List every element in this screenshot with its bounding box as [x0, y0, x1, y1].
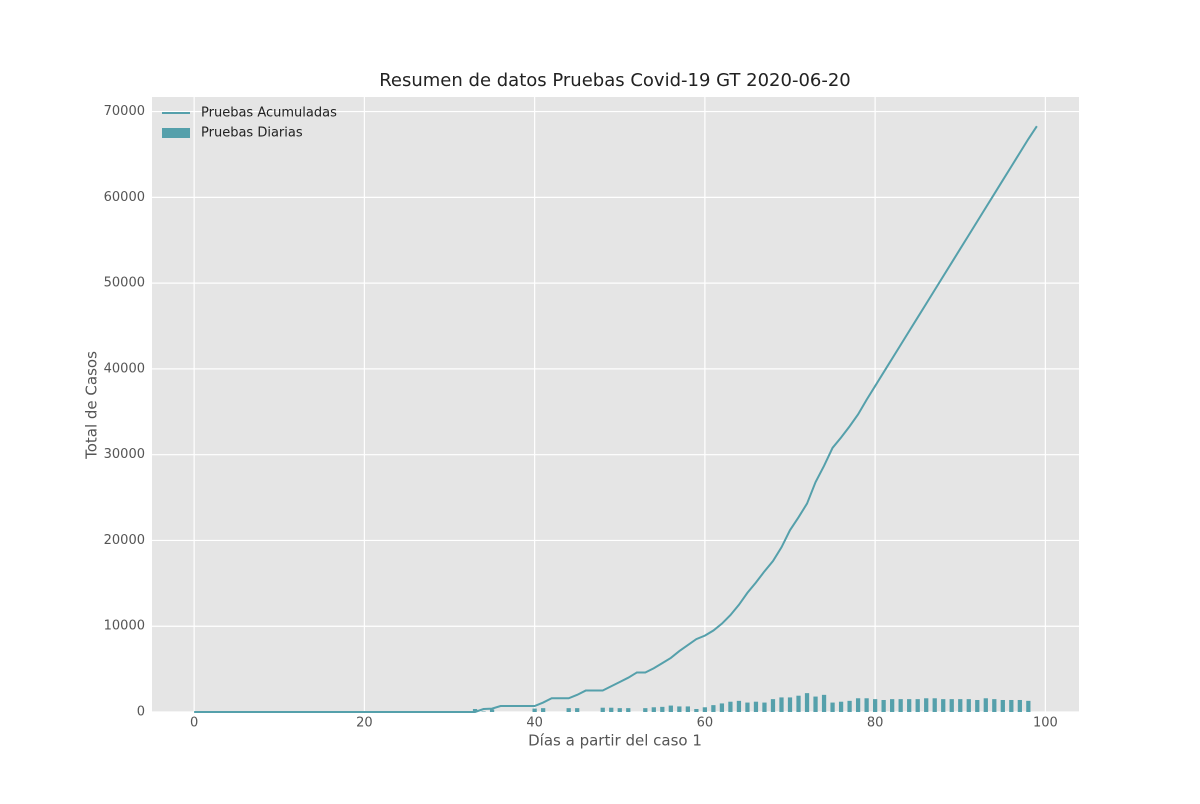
bar — [975, 700, 979, 712]
bar — [575, 708, 579, 712]
bar — [992, 699, 996, 712]
bar — [490, 709, 494, 712]
y-tick-label: 0 — [137, 705, 145, 720]
y-tick-label: 10000 — [104, 619, 145, 634]
bar — [864, 698, 868, 712]
bar — [567, 708, 571, 712]
x-tick-label: 0 — [190, 716, 198, 731]
bar — [950, 699, 954, 712]
bar — [805, 693, 809, 712]
bar — [1009, 700, 1013, 712]
legend-label: Pruebas Acumuladas — [201, 106, 337, 121]
bar — [703, 707, 707, 712]
bar — [626, 708, 630, 712]
bar — [762, 703, 766, 712]
x-axis-label: Días a partir del caso 1 — [528, 732, 702, 750]
x-tick-label: 40 — [526, 716, 543, 731]
y-tick-label: 70000 — [104, 104, 145, 119]
bar — [609, 708, 613, 712]
bar — [1018, 700, 1022, 712]
chart-title: Resumen de datos Pruebas Covid-19 GT 202… — [379, 70, 851, 91]
bar — [694, 709, 698, 712]
bar — [601, 708, 605, 712]
plot-area — [152, 97, 1079, 712]
legend-label: Pruebas Diarias — [201, 126, 303, 141]
bar — [618, 708, 622, 712]
bar — [1026, 701, 1030, 712]
bar — [873, 699, 877, 712]
bar — [839, 702, 843, 712]
bar — [686, 706, 690, 712]
y-tick-label: 30000 — [104, 447, 145, 462]
bar — [830, 703, 834, 712]
bar — [711, 705, 715, 712]
bar — [856, 698, 860, 712]
bar — [728, 702, 732, 712]
bar — [813, 697, 817, 712]
bar — [899, 699, 903, 712]
bar — [847, 701, 851, 712]
y-tick-label: 40000 — [104, 361, 145, 376]
bar — [941, 699, 945, 712]
x-tick-label: 20 — [356, 716, 373, 731]
bar — [737, 701, 741, 712]
x-tick-label: 60 — [697, 716, 714, 731]
x-tick-label: 100 — [1033, 716, 1058, 731]
bar — [796, 696, 800, 712]
bar — [677, 706, 681, 712]
bar — [890, 699, 894, 712]
y-tick-label: 50000 — [104, 276, 145, 291]
bar — [916, 699, 920, 712]
bar — [652, 707, 656, 712]
bar — [1001, 700, 1005, 712]
bar — [924, 698, 928, 712]
bar — [745, 703, 749, 712]
bar — [533, 709, 537, 712]
bar — [882, 700, 886, 712]
x-tick-label: 80 — [867, 716, 884, 731]
bar — [541, 708, 545, 712]
bar — [822, 695, 826, 712]
y-axis-label: Total de Casos — [83, 351, 101, 460]
bar — [669, 706, 673, 712]
bar — [720, 703, 724, 712]
bar — [754, 702, 758, 712]
bar — [984, 698, 988, 712]
y-tick-label: 20000 — [104, 533, 145, 548]
bar — [788, 697, 792, 712]
bar — [933, 698, 937, 712]
bar — [958, 699, 962, 712]
bar — [967, 699, 971, 712]
bar — [771, 699, 775, 712]
bar — [907, 699, 911, 712]
bar — [660, 707, 664, 712]
legend-swatch — [162, 128, 190, 138]
bar — [643, 708, 647, 712]
bar — [779, 697, 783, 712]
y-tick-label: 60000 — [104, 190, 145, 205]
